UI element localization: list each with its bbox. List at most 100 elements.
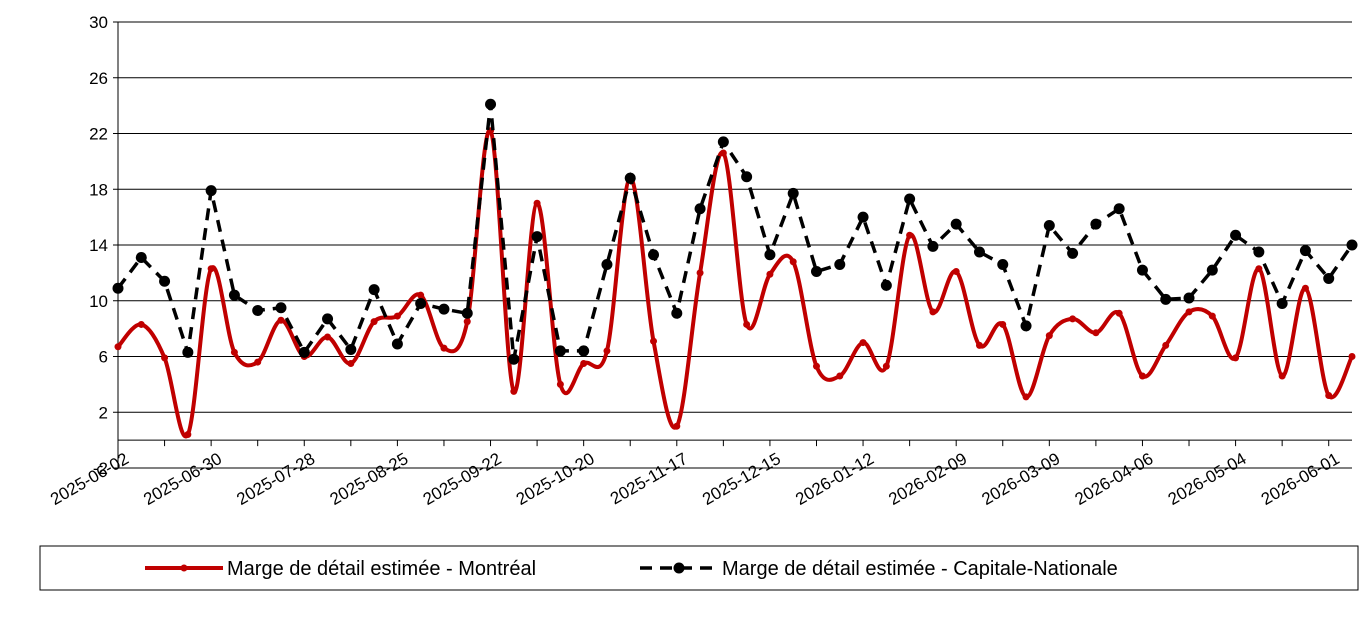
x-tick-label: 2026-01-12 xyxy=(792,449,877,509)
data-point xyxy=(673,422,681,430)
data-point xyxy=(322,313,334,325)
x-tick-label: 2025-06-02 xyxy=(47,449,132,509)
data-point xyxy=(1208,312,1216,320)
data-point xyxy=(112,282,124,294)
data-point xyxy=(485,98,497,110)
data-point xyxy=(1043,219,1055,231)
data-point xyxy=(1346,239,1358,251)
data-point xyxy=(694,203,706,215)
data-point xyxy=(182,346,194,358)
series-line xyxy=(116,104,1354,360)
data-point xyxy=(347,359,355,367)
data-point xyxy=(787,187,799,199)
data-point xyxy=(927,240,939,252)
data-point xyxy=(1323,272,1335,284)
data-point xyxy=(601,259,613,271)
data-point xyxy=(417,291,425,299)
data-point xyxy=(393,312,401,320)
x-tick-label: 2025-10-20 xyxy=(513,449,598,509)
data-point xyxy=(252,305,264,317)
data-point xyxy=(789,258,797,266)
data-point xyxy=(1069,315,1077,323)
data-point xyxy=(510,387,518,395)
data-point xyxy=(254,358,262,366)
series-line xyxy=(116,128,1354,439)
data-point xyxy=(440,344,448,352)
y-tick-label: 2 xyxy=(99,403,108,422)
data-point xyxy=(1136,264,1148,276)
y-tick-label: 14 xyxy=(89,236,108,255)
data-point xyxy=(277,316,285,324)
data-point xyxy=(1230,229,1242,241)
legend-marker xyxy=(673,562,685,574)
data-point xyxy=(438,303,450,315)
data-point xyxy=(650,337,658,345)
data-point xyxy=(368,284,380,296)
legend-label: Marge de détail estimée - Montréal xyxy=(227,558,536,580)
data-point xyxy=(766,270,774,278)
data-point xyxy=(135,252,147,264)
data-point xyxy=(533,199,541,207)
data-point xyxy=(812,362,820,370)
data-point xyxy=(624,172,636,184)
y-tick-label: 26 xyxy=(89,69,108,88)
x-tick-label: 2026-06-01 xyxy=(1258,449,1343,509)
data-point xyxy=(834,259,846,271)
data-point xyxy=(461,307,473,319)
y-tick-label: 10 xyxy=(89,292,108,311)
data-point xyxy=(159,275,171,287)
data-point xyxy=(696,269,704,277)
x-tick-label: 2025-12-15 xyxy=(699,449,784,509)
y-tick-label: 18 xyxy=(89,180,108,199)
data-point xyxy=(463,318,471,326)
data-point xyxy=(1115,309,1123,317)
data-point xyxy=(298,346,310,358)
data-point xyxy=(1253,246,1265,258)
data-point xyxy=(1022,393,1030,401)
legend-box xyxy=(39,545,1359,591)
data-point xyxy=(743,320,751,328)
data-point xyxy=(1160,293,1172,305)
data-point xyxy=(1301,284,1309,292)
data-point xyxy=(1348,353,1356,360)
data-point xyxy=(603,347,611,355)
legend-marker xyxy=(180,564,188,572)
data-point xyxy=(764,249,776,261)
data-point xyxy=(161,354,169,362)
data-point xyxy=(578,345,590,357)
data-point xyxy=(184,431,192,439)
data-point xyxy=(1206,264,1218,276)
data-point xyxy=(975,341,983,349)
data-point xyxy=(997,259,1009,271)
data-point xyxy=(114,343,122,351)
data-point xyxy=(880,279,892,291)
data-point xyxy=(1020,320,1032,332)
x-tick-label: 2026-05-04 xyxy=(1165,449,1250,509)
data-point xyxy=(1183,292,1195,304)
data-point xyxy=(580,359,588,367)
data-point xyxy=(1232,354,1240,362)
data-point xyxy=(810,265,822,277)
data-point xyxy=(952,267,960,275)
data-point xyxy=(531,231,543,243)
data-point xyxy=(1276,298,1288,310)
data-point xyxy=(717,136,729,148)
data-point xyxy=(859,339,867,347)
data-point xyxy=(719,149,727,157)
x-tick-label: 2025-09-22 xyxy=(420,449,505,509)
data-point xyxy=(1325,392,1333,400)
data-point xyxy=(741,171,753,183)
y-tick-label: -2 xyxy=(93,459,108,478)
data-point xyxy=(228,289,240,301)
data-point xyxy=(1162,341,1170,349)
data-point xyxy=(1185,308,1193,316)
data-point xyxy=(836,372,844,380)
data-point xyxy=(207,265,215,273)
x-tick-label: 2025-07-28 xyxy=(233,449,318,509)
data-point xyxy=(1092,329,1100,337)
data-point xyxy=(1045,332,1053,340)
data-point xyxy=(857,211,869,223)
data-point xyxy=(973,246,985,258)
x-tick-label: 2026-03-09 xyxy=(979,449,1064,509)
